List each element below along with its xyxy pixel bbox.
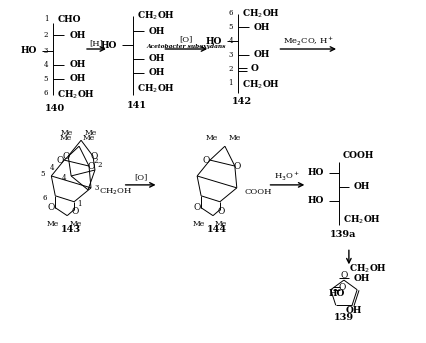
Text: 142: 142 [232,97,252,106]
Text: O: O [72,207,79,216]
Text: 6: 6 [228,9,233,17]
Text: O: O [340,271,348,280]
Text: OH: OH [253,23,270,32]
Text: 3: 3 [95,184,99,192]
Text: 141: 141 [127,101,147,110]
Text: Me: Me [69,220,81,227]
Text: 1: 1 [44,15,48,23]
Text: 140: 140 [45,104,66,113]
Text: 5: 5 [41,170,45,178]
Text: Me: Me [83,134,95,142]
Text: 3: 3 [228,51,233,59]
Text: [H]: [H] [89,39,103,47]
Text: Acetobacter suboxydans: Acetobacter suboxydans [147,44,226,48]
Text: 139: 139 [334,313,354,322]
Text: 6: 6 [43,194,47,202]
Text: H$_3$O$^+$: H$_3$O$^+$ [274,169,300,182]
Text: 4: 4 [50,164,54,172]
Text: 5: 5 [228,23,233,31]
Text: Me: Me [215,220,227,227]
Text: 4: 4 [228,37,233,45]
Text: O: O [87,162,95,170]
Text: CH$_2$OH: CH$_2$OH [343,213,381,226]
Text: O: O [48,203,55,212]
Text: [O]: [O] [134,173,147,181]
Text: 5: 5 [44,75,48,83]
Text: Me: Me [60,134,72,142]
Text: HO: HO [206,37,222,46]
Text: CH$_2$OH: CH$_2$OH [137,9,175,22]
Text: 139a: 139a [330,230,356,239]
Text: O: O [250,64,259,73]
Text: 2: 2 [44,31,48,39]
Text: OH: OH [69,31,86,39]
Text: OH: OH [149,68,165,77]
Text: O: O [90,152,98,161]
Text: 143: 143 [61,225,81,234]
Text: 4: 4 [44,61,48,69]
Text: CH$_2$OH: CH$_2$OH [242,79,280,91]
Text: CH$_2$OH: CH$_2$OH [349,263,387,275]
Text: O: O [339,283,346,292]
Text: OH: OH [149,27,165,36]
Text: OH: OH [149,55,165,63]
Text: COOH: COOH [343,151,374,159]
Text: HO: HO [101,40,117,49]
Text: 4: 4 [62,174,66,182]
Text: 6: 6 [44,88,48,97]
Text: CHO: CHO [57,15,81,24]
Text: 3: 3 [44,47,48,55]
Text: O: O [63,152,70,161]
Text: OH: OH [69,74,86,83]
Text: HO: HO [308,168,324,177]
Text: CH$_2$OH: CH$_2$OH [137,82,175,95]
Text: O: O [57,156,64,165]
Text: 1: 1 [228,79,233,87]
Text: HO: HO [308,196,324,205]
Text: [O]: [O] [179,35,193,43]
Text: OH: OH [69,60,86,69]
Text: Me: Me [85,129,97,137]
Text: 1: 1 [77,200,81,208]
Text: CH$_2$OH: CH$_2$OH [57,88,95,101]
Text: 2: 2 [94,157,98,165]
Text: OH: OH [345,306,362,315]
Text: OH: OH [354,182,370,191]
Text: O: O [193,203,201,212]
Text: Me$_2$CO, H$^+$: Me$_2$CO, H$^+$ [283,34,334,48]
Text: HO: HO [329,289,345,298]
Text: OH: OH [354,274,370,283]
Text: 2: 2 [228,65,233,73]
Text: O: O [217,207,225,216]
Text: Me: Me [47,220,59,227]
Text: 144: 144 [207,225,227,234]
Text: 2: 2 [98,161,102,169]
Text: Me: Me [206,134,218,142]
Text: CH$_2$OH: CH$_2$OH [242,7,280,20]
Text: Me: Me [193,220,205,227]
Text: OH: OH [253,50,270,59]
Text: O: O [233,162,241,170]
Text: O: O [202,156,210,165]
Text: COOH: COOH [245,188,272,196]
Text: CH$_2$OH: CH$_2$OH [99,187,132,197]
Text: HO: HO [21,47,37,56]
Text: Me: Me [61,129,73,137]
Text: Me: Me [229,134,241,142]
